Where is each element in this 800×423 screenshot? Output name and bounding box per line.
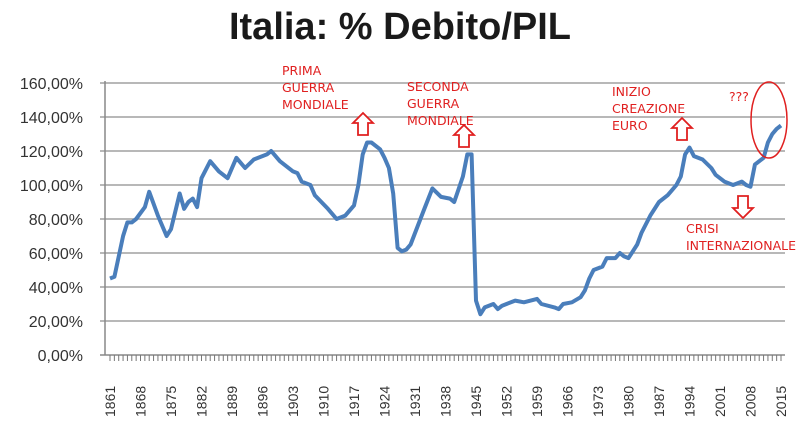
x-tick-label: 1980: [621, 386, 637, 417]
x-tick-label: 1994: [682, 386, 698, 417]
annotation-ww2: SECONDA GUERRA MONDIALE: [407, 78, 474, 129]
x-tick-label: 1959: [529, 386, 545, 417]
series-line: [109, 123, 783, 317]
x-tick-label: 1987: [651, 386, 667, 417]
highlight-ellipse: [750, 81, 788, 159]
y-tick-label: 20,00%: [29, 314, 83, 331]
y-tick-label: 120,00%: [20, 144, 83, 161]
chart-title: Italia: % Debito/PIL: [228, 6, 572, 48]
x-tick-label: 1938: [438, 386, 454, 417]
y-tick-label: 0,00%: [38, 348, 83, 365]
arrow-up-icon: [350, 111, 376, 136]
arrow-up-icon: [451, 123, 477, 148]
y-tick-label: 40,00%: [29, 280, 83, 297]
y-tick-label: 100,00%: [20, 178, 83, 195]
x-tick-label: 1945: [468, 386, 484, 417]
y-tick-label: 60,00%: [29, 246, 83, 263]
x-tick-label: 1903: [285, 386, 301, 417]
annotation-text: EURO: [612, 118, 648, 133]
x-tick-label: 1868: [133, 386, 149, 417]
annotation-text: GUERRA: [407, 96, 460, 111]
x-tick-label: 1896: [255, 386, 271, 417]
annotation-text: MONDIALE: [282, 97, 349, 112]
annotation-text: INIZIO: [612, 84, 651, 99]
x-tick-label: 1917: [346, 386, 362, 417]
x-tick-label: 1910: [316, 386, 332, 417]
annotation-question: ???: [729, 89, 749, 104]
annotation-crisis: CRISI INTERNAZIONALE: [686, 220, 796, 254]
x-tick-label: 1882: [194, 386, 210, 417]
annotation-text: MONDIALE: [407, 113, 474, 128]
x-tick-label: 1889: [224, 386, 240, 417]
x-tick-label: 1861: [102, 386, 118, 417]
annotation-ww1: PRIMA GUERRA MONDIALE: [282, 62, 349, 113]
y-tick-label: 140,00%: [20, 110, 83, 127]
x-tick-label: 1952: [499, 386, 515, 417]
y-tick-label: 160,00%: [20, 76, 83, 93]
annotation-text: CREAZIONE: [612, 101, 686, 116]
x-tick-label: 1924: [377, 386, 393, 417]
annotation-text: CRISI: [686, 221, 719, 236]
x-tick-label: 1966: [560, 386, 576, 417]
x-tick-label: 2015: [773, 386, 789, 417]
x-tick-label: 1931: [407, 386, 423, 417]
x-tick-label: 1875: [163, 386, 179, 417]
annotation-text: SECONDA: [407, 79, 469, 94]
x-tick-label: 1973: [590, 386, 606, 417]
arrow-up-icon: [669, 116, 695, 141]
annotation-text: GUERRA: [282, 80, 335, 95]
annotation-text: INTERNAZIONALE: [686, 238, 797, 253]
arrow-down-icon: [730, 195, 756, 220]
y-tick-label: 80,00%: [29, 212, 83, 229]
x-tick-label: 2001: [712, 386, 728, 417]
annotation-euro: INIZIO CREAZIONE EURO: [612, 83, 685, 134]
x-tick-label: 2008: [743, 386, 759, 417]
annotation-text: PRIMA: [282, 63, 322, 78]
